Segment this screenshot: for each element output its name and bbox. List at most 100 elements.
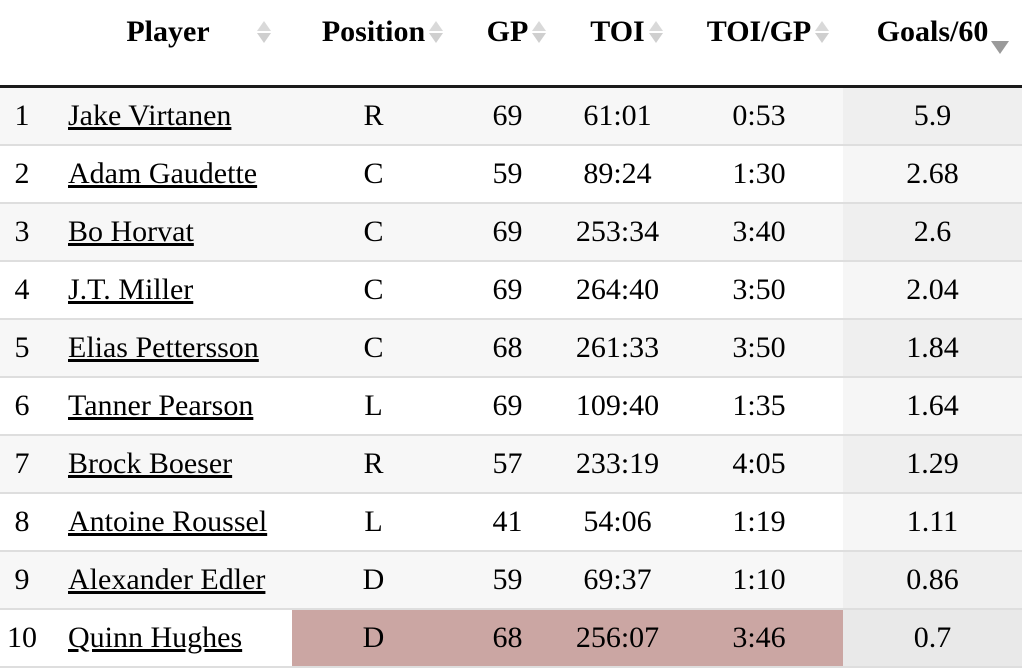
sort-toggle-icon[interactable] bbox=[532, 21, 547, 43]
table-row: 4 J.T. Miller C 69 264:40 3:50 2.04 bbox=[0, 260, 1022, 320]
toi-cell: 69:37 bbox=[560, 550, 675, 610]
column-label-gp: GP bbox=[486, 15, 529, 48]
column-header-toi-gp[interactable]: TOI/GP bbox=[675, 0, 843, 88]
position-cell: D bbox=[292, 550, 455, 610]
player-cell: Bo Horvat bbox=[44, 202, 292, 262]
position-cell: C bbox=[292, 260, 455, 320]
column-header-gp[interactable]: GP bbox=[455, 0, 560, 88]
position-cell: C bbox=[292, 144, 455, 204]
gp-cell: 68 bbox=[455, 318, 560, 378]
toi-cell: 256:07 bbox=[560, 608, 675, 668]
goals60-cell: 0.86 bbox=[843, 550, 1022, 610]
toi-cell: 253:34 bbox=[560, 202, 675, 262]
player-link[interactable]: Adam Gaudette bbox=[68, 156, 258, 190]
sort-toggle-icon[interactable] bbox=[429, 21, 444, 43]
goals60-cell: 0.7 bbox=[843, 608, 1022, 668]
player-link[interactable]: Alexander Edler bbox=[68, 562, 266, 596]
goals60-cell: 1.64 bbox=[843, 376, 1022, 436]
player-link[interactable]: Jake Virtanen bbox=[68, 98, 232, 132]
toi-gp-cell: 1:35 bbox=[675, 376, 843, 436]
rank-cell: 8 bbox=[0, 492, 44, 552]
toi-cell: 61:01 bbox=[560, 86, 675, 146]
gp-cell: 59 bbox=[455, 144, 560, 204]
toi-gp-cell: 1:10 bbox=[675, 550, 843, 610]
rank-cell: 3 bbox=[0, 202, 44, 262]
goals60-cell: 2.68 bbox=[843, 144, 1022, 204]
table-row: 3 Bo Horvat C 69 253:34 3:40 2.6 bbox=[0, 202, 1022, 262]
rank-cell: 1 bbox=[0, 86, 44, 146]
toi-cell: 264:40 bbox=[560, 260, 675, 320]
column-label-goals60: Goals/60 bbox=[876, 15, 989, 48]
sort-toggle-icon[interactable] bbox=[815, 21, 830, 43]
rank-cell: 5 bbox=[0, 318, 44, 378]
toi-gp-cell: 0:53 bbox=[675, 86, 843, 146]
position-cell: L bbox=[292, 376, 455, 436]
table-row: 7 Brock Boeser R 57 233:19 4:05 1.29 bbox=[0, 434, 1022, 494]
toi-gp-cell: 3:50 bbox=[675, 260, 843, 320]
player-cell: Tanner Pearson bbox=[44, 376, 292, 436]
toi-gp-cell: 3:46 bbox=[675, 608, 843, 668]
player-link[interactable]: Antoine Roussel bbox=[68, 504, 268, 538]
table-header: Player Position GP TOI bbox=[0, 0, 1022, 88]
table-row: 9 Alexander Edler D 59 69:37 1:10 0.86 bbox=[0, 550, 1022, 610]
player-link[interactable]: Bo Horvat bbox=[68, 214, 194, 248]
position-cell: D bbox=[292, 608, 455, 668]
gp-cell: 57 bbox=[455, 434, 560, 494]
gp-cell: 41 bbox=[455, 492, 560, 552]
table-row: 1 Jake Virtanen R 69 61:01 0:53 5.9 bbox=[0, 86, 1022, 146]
table-row: 2 Adam Gaudette C 59 89:24 1:30 2.68 bbox=[0, 144, 1022, 204]
player-cell: Quinn Hughes bbox=[44, 608, 292, 668]
player-link[interactable]: Elias Pettersson bbox=[68, 330, 259, 364]
player-cell: Antoine Roussel bbox=[44, 492, 292, 552]
sort-descending-icon[interactable] bbox=[991, 41, 1010, 54]
sort-toggle-icon[interactable] bbox=[648, 21, 663, 43]
position-cell: R bbox=[292, 86, 455, 146]
gp-cell: 69 bbox=[455, 202, 560, 262]
gp-cell: 68 bbox=[455, 608, 560, 668]
position-cell: C bbox=[292, 202, 455, 262]
rank-cell: 7 bbox=[0, 434, 44, 494]
gp-cell: 59 bbox=[455, 550, 560, 610]
column-header-goals60[interactable]: Goals/60 bbox=[843, 0, 1022, 88]
toi-gp-cell: 1:30 bbox=[675, 144, 843, 204]
goals60-cell: 5.9 bbox=[843, 86, 1022, 146]
player-link[interactable]: Tanner Pearson bbox=[68, 388, 254, 422]
table-row: 8 Antoine Roussel L 41 54:06 1:19 1.11 bbox=[0, 492, 1022, 552]
table-row: 10 Quinn Hughes D 68 256:07 3:46 0.7 bbox=[0, 608, 1022, 668]
goals60-cell: 1.29 bbox=[843, 434, 1022, 494]
toi-cell: 261:33 bbox=[560, 318, 675, 378]
position-cell: C bbox=[292, 318, 455, 378]
column-header-position[interactable]: Position bbox=[292, 0, 455, 88]
player-link[interactable]: Brock Boeser bbox=[68, 446, 233, 480]
player-cell: Brock Boeser bbox=[44, 434, 292, 494]
column-header-player[interactable]: Player bbox=[44, 0, 292, 88]
column-label-player: Player bbox=[126, 15, 210, 48]
column-label-position: Position bbox=[321, 15, 426, 48]
player-cell: J.T. Miller bbox=[44, 260, 292, 320]
player-link[interactable]: Quinn Hughes bbox=[68, 620, 243, 654]
player-cell: Alexander Edler bbox=[44, 550, 292, 610]
toi-cell: 54:06 bbox=[560, 492, 675, 552]
rank-cell: 6 bbox=[0, 376, 44, 436]
player-cell: Jake Virtanen bbox=[44, 86, 292, 146]
player-cell: Adam Gaudette bbox=[44, 144, 292, 204]
column-header-rank bbox=[0, 0, 44, 88]
gp-cell: 69 bbox=[455, 86, 560, 146]
sort-toggle-icon[interactable] bbox=[256, 21, 271, 43]
position-cell: R bbox=[292, 434, 455, 494]
column-header-toi[interactable]: TOI bbox=[560, 0, 675, 88]
position-cell: L bbox=[292, 492, 455, 552]
column-label-toi-gp: TOI/GP bbox=[706, 15, 812, 48]
table-row: 6 Tanner Pearson L 69 109:40 1:35 1.64 bbox=[0, 376, 1022, 436]
toi-cell: 109:40 bbox=[560, 376, 675, 436]
rank-cell: 10 bbox=[0, 608, 44, 668]
gp-cell: 69 bbox=[455, 260, 560, 320]
table-row: 5 Elias Pettersson C 68 261:33 3:50 1.84 bbox=[0, 318, 1022, 378]
rank-cell: 9 bbox=[0, 550, 44, 610]
toi-cell: 233:19 bbox=[560, 434, 675, 494]
player-link[interactable]: J.T. Miller bbox=[68, 272, 194, 306]
toi-cell: 89:24 bbox=[560, 144, 675, 204]
rank-cell: 2 bbox=[0, 144, 44, 204]
toi-gp-cell: 1:19 bbox=[675, 492, 843, 552]
column-label-toi: TOI bbox=[590, 15, 645, 48]
